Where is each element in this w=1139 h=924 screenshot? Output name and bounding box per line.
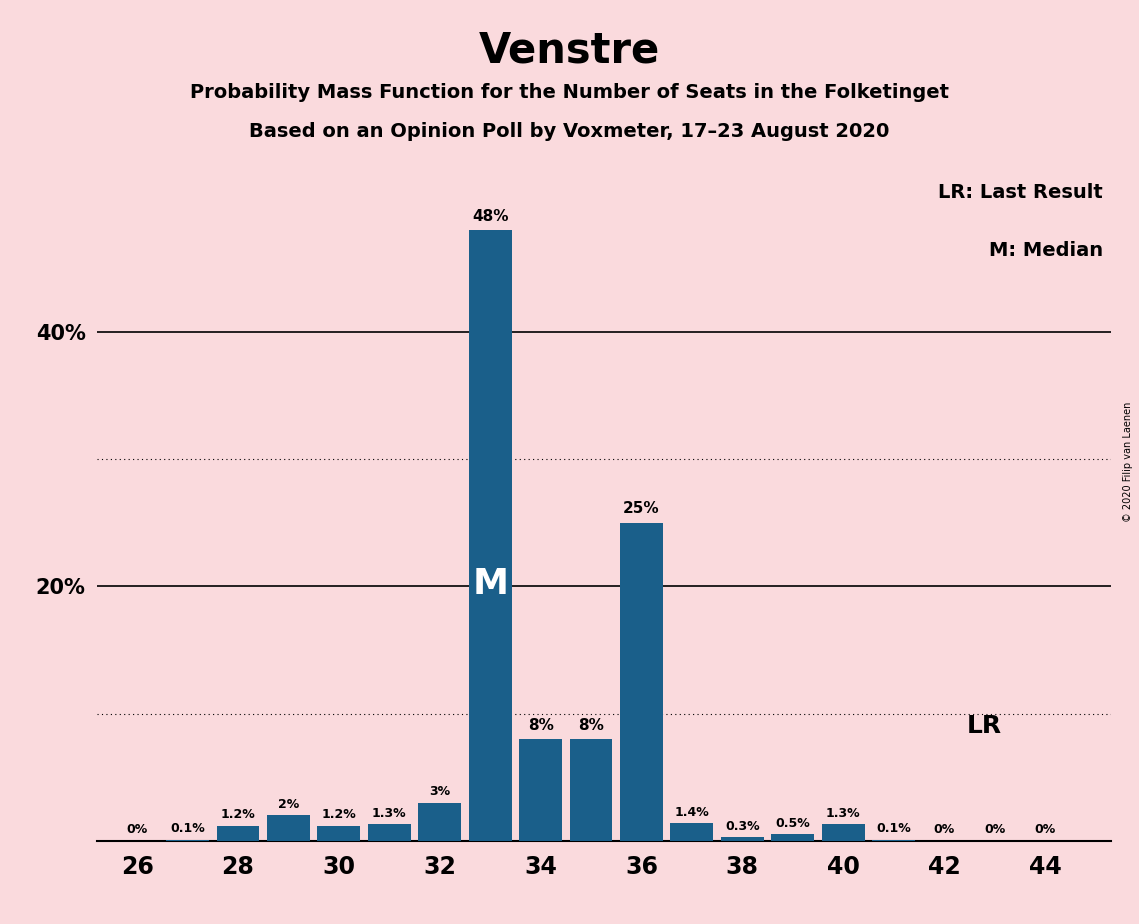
Text: 0.5%: 0.5%: [776, 817, 810, 830]
Text: 3%: 3%: [429, 785, 450, 798]
Bar: [318, 825, 360, 841]
Text: M: Median: M: Median: [989, 240, 1103, 260]
Text: 48%: 48%: [472, 209, 508, 224]
Text: 25%: 25%: [623, 502, 659, 517]
Text: 0%: 0%: [934, 823, 954, 836]
Bar: [671, 823, 713, 841]
Bar: [620, 523, 663, 841]
Text: 2%: 2%: [278, 798, 300, 811]
Text: 0%: 0%: [1034, 823, 1056, 836]
Text: 0.1%: 0.1%: [170, 822, 205, 835]
Bar: [822, 824, 865, 841]
Text: 1.2%: 1.2%: [321, 808, 357, 821]
Text: © 2020 Filip van Laenen: © 2020 Filip van Laenen: [1123, 402, 1132, 522]
Bar: [519, 739, 562, 841]
Bar: [166, 840, 210, 841]
Bar: [721, 837, 764, 841]
Text: 1.3%: 1.3%: [372, 807, 407, 820]
Bar: [418, 803, 461, 841]
Text: 8%: 8%: [579, 718, 604, 733]
Text: LR: LR: [967, 714, 1002, 738]
Text: 1.3%: 1.3%: [826, 807, 861, 820]
Bar: [267, 815, 310, 841]
Bar: [216, 825, 260, 841]
Text: 1.4%: 1.4%: [674, 806, 710, 819]
Bar: [368, 824, 411, 841]
Text: LR: Last Result: LR: Last Result: [939, 183, 1103, 202]
Bar: [570, 739, 613, 841]
Bar: [771, 834, 814, 841]
Text: 0%: 0%: [126, 823, 148, 836]
Text: M: M: [473, 567, 508, 602]
Text: Based on an Opinion Poll by Voxmeter, 17–23 August 2020: Based on an Opinion Poll by Voxmeter, 17…: [249, 122, 890, 141]
Text: Probability Mass Function for the Number of Seats in the Folketinget: Probability Mass Function for the Number…: [190, 83, 949, 103]
Text: 0.3%: 0.3%: [726, 820, 760, 833]
Text: 1.2%: 1.2%: [221, 808, 255, 821]
Text: 0.1%: 0.1%: [876, 822, 911, 835]
Bar: [469, 230, 511, 841]
Text: 8%: 8%: [527, 718, 554, 733]
Bar: [872, 840, 915, 841]
Text: 0%: 0%: [984, 823, 1005, 836]
Text: Venstre: Venstre: [478, 30, 661, 71]
